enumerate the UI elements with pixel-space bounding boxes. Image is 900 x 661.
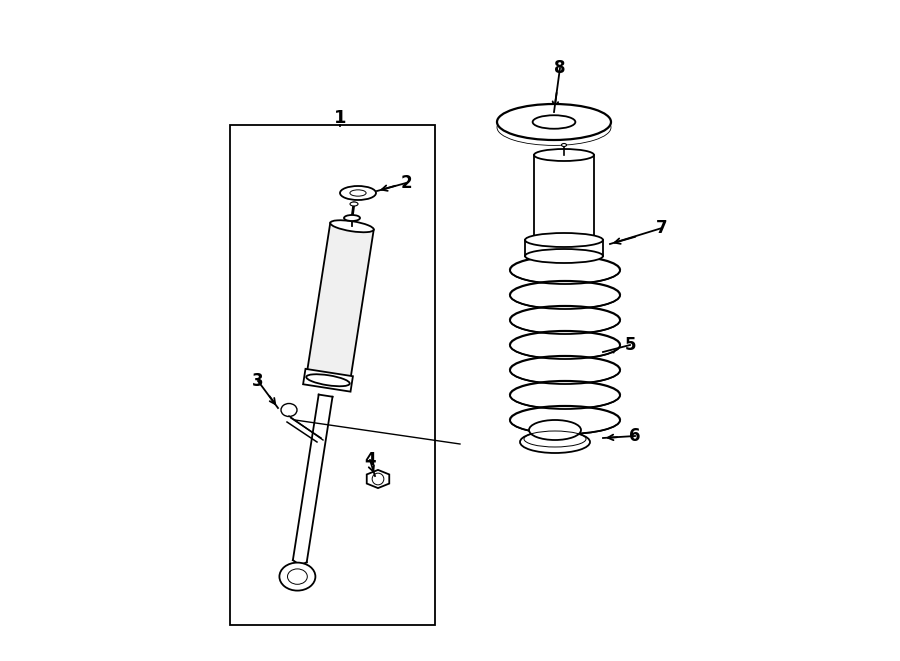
Polygon shape xyxy=(292,395,332,563)
Circle shape xyxy=(373,473,384,485)
Text: 1: 1 xyxy=(334,109,346,127)
Ellipse shape xyxy=(511,357,619,383)
Text: 4: 4 xyxy=(364,451,376,469)
Ellipse shape xyxy=(511,307,619,333)
Ellipse shape xyxy=(534,149,594,161)
Ellipse shape xyxy=(520,431,590,453)
Ellipse shape xyxy=(511,257,619,283)
Ellipse shape xyxy=(330,220,374,232)
Text: 7: 7 xyxy=(656,219,668,237)
Ellipse shape xyxy=(279,563,315,590)
Ellipse shape xyxy=(340,186,376,200)
Text: 2: 2 xyxy=(400,174,412,192)
Ellipse shape xyxy=(529,420,581,440)
Ellipse shape xyxy=(533,115,575,129)
Ellipse shape xyxy=(511,282,619,308)
Polygon shape xyxy=(306,223,373,383)
Ellipse shape xyxy=(344,215,360,221)
Ellipse shape xyxy=(562,143,566,147)
Text: 6: 6 xyxy=(629,427,641,445)
Text: 8: 8 xyxy=(554,59,566,77)
Text: 5: 5 xyxy=(625,336,635,354)
Ellipse shape xyxy=(511,382,619,408)
Text: 3: 3 xyxy=(252,372,264,390)
Polygon shape xyxy=(303,369,353,392)
Ellipse shape xyxy=(534,234,594,246)
Ellipse shape xyxy=(287,569,307,584)
Ellipse shape xyxy=(511,407,619,433)
Ellipse shape xyxy=(497,104,611,140)
Bar xyxy=(534,155,594,240)
Ellipse shape xyxy=(281,403,297,416)
Ellipse shape xyxy=(350,190,366,196)
Ellipse shape xyxy=(511,332,619,358)
Ellipse shape xyxy=(306,374,350,386)
Ellipse shape xyxy=(525,233,603,247)
Polygon shape xyxy=(366,470,390,488)
Ellipse shape xyxy=(350,202,358,206)
Bar xyxy=(230,125,435,625)
Ellipse shape xyxy=(525,249,603,263)
